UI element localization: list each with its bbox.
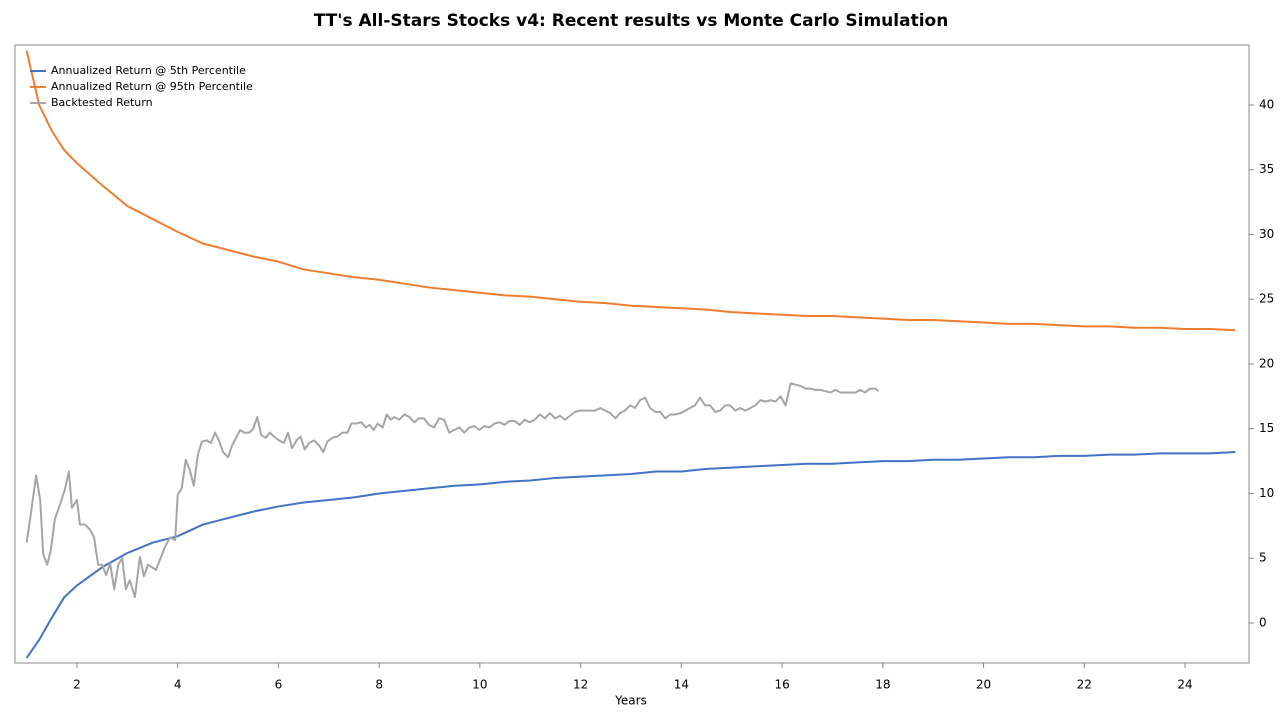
y-tick-label: 40 [1259,97,1274,111]
y-tick-label: 20 [1259,356,1274,370]
legend: Annualized Return @ 5th Percentile Annual… [30,64,253,109]
legend-label: Annualized Return @ 5th Percentile [51,64,246,77]
x-tick-label: 6 [275,678,283,692]
x-tick-label: 10 [472,678,487,692]
series-line [25,451,1236,659]
x-tick-label: 16 [774,678,789,692]
x-tick-label: 2 [73,678,81,692]
x-tick-label: 24 [1177,678,1192,692]
x-tick-label: 18 [875,678,890,692]
plot-frame [14,44,1250,664]
y-tick-label: 0 [1259,615,1267,629]
series-line [25,50,1236,332]
x-tick-label: 12 [573,678,588,692]
x-tick-label: 4 [174,678,182,692]
legend-label: Annualized Return @ 95th Percentile [51,80,253,93]
y-tick-label: 35 [1259,162,1274,176]
x-tick-label: 20 [976,678,991,692]
x-axis-label: Years [614,694,647,708]
y-tick-label: 15 [1259,421,1274,435]
y-tick-label: 10 [1259,486,1274,500]
legend-label: Backtested Return [51,96,153,109]
y-tick-label: 25 [1259,292,1274,306]
chart-title: TT's All-Stars Stocks v4: Recent results… [314,11,949,31]
x-tick-label: 14 [674,678,689,692]
y-tick-label: 30 [1259,227,1274,241]
y-tick-label: 5 [1259,551,1267,565]
x-tick-label: 8 [375,678,383,692]
series-line [25,382,879,599]
x-tick-label: 22 [1077,678,1092,692]
